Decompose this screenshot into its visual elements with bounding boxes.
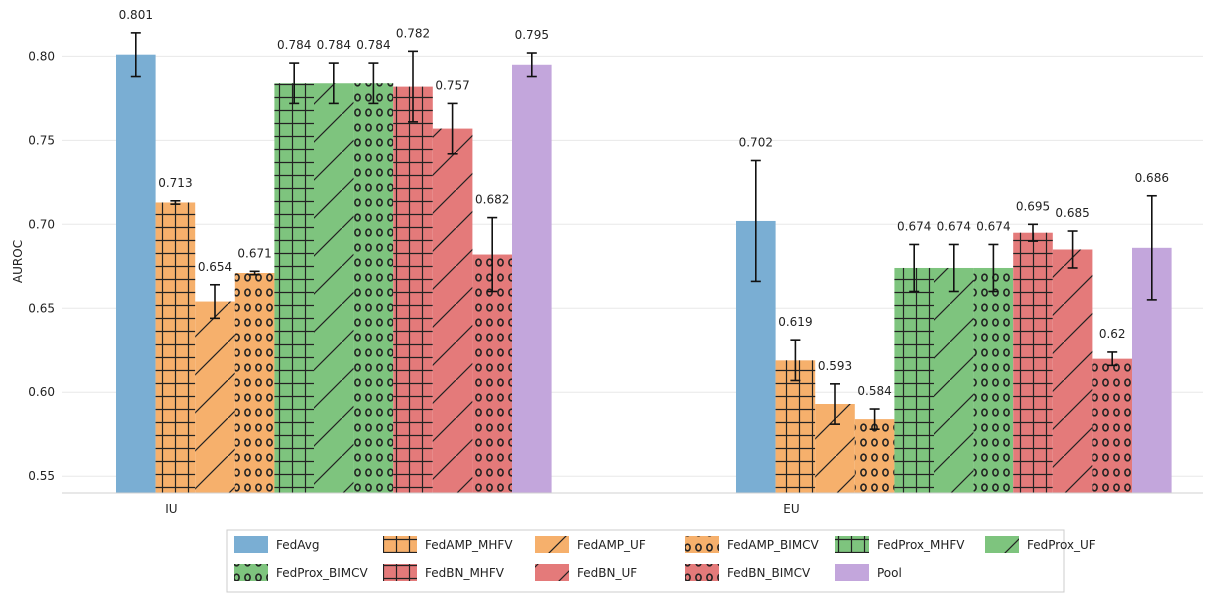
data-label: 0.674 bbox=[897, 219, 931, 233]
y-tick-label: 0.80 bbox=[28, 49, 55, 63]
bar-hatch bbox=[1092, 358, 1132, 493]
legend-label: FedBN_UF bbox=[577, 566, 637, 580]
bar bbox=[512, 64, 552, 493]
bar-hatch bbox=[934, 267, 974, 493]
legend-swatch-hatch bbox=[535, 536, 569, 553]
legend-swatch-hatch bbox=[985, 536, 1019, 553]
bar-hatch bbox=[973, 267, 1014, 493]
data-label: 0.782 bbox=[396, 26, 430, 40]
legend-swatch bbox=[234, 536, 268, 553]
data-label: 0.695 bbox=[1016, 199, 1050, 213]
legend-box bbox=[226, 529, 1065, 593]
data-label: 0.619 bbox=[778, 315, 812, 329]
x-tick-label: IU bbox=[165, 502, 177, 516]
bar-hatch bbox=[432, 128, 473, 493]
data-label: 0.801 bbox=[119, 8, 153, 22]
bar-hatch bbox=[195, 301, 235, 493]
legend-label: FedProx_UF bbox=[1027, 538, 1096, 552]
legend-swatch-hatch bbox=[835, 536, 869, 553]
y-tick-label: 0.70 bbox=[28, 217, 55, 231]
legend-label: FedBN_MHFV bbox=[425, 566, 505, 580]
data-label: 0.62 bbox=[1099, 327, 1126, 341]
bar-hatch bbox=[1052, 249, 1093, 493]
data-label: 0.713 bbox=[158, 176, 192, 190]
data-label: 0.671 bbox=[237, 246, 271, 260]
legend-label: Pool bbox=[877, 566, 902, 580]
y-tick-label: 0.75 bbox=[28, 133, 55, 147]
legend-swatch-hatch bbox=[383, 536, 417, 553]
legend-label: FedProx_MHFV bbox=[877, 538, 965, 552]
data-label: 0.682 bbox=[475, 193, 509, 207]
data-label: 0.784 bbox=[317, 38, 351, 52]
data-label: 0.686 bbox=[1135, 171, 1169, 185]
legend-swatch bbox=[835, 564, 869, 581]
legend-label: FedBN_BIMCV bbox=[727, 566, 811, 580]
y-tick-label: 0.65 bbox=[28, 301, 55, 315]
legend-swatch-hatch bbox=[685, 564, 719, 581]
bar-hatch bbox=[854, 419, 895, 493]
bar-hatch bbox=[1013, 232, 1053, 493]
data-label: 0.593 bbox=[818, 359, 852, 373]
bar-hatch bbox=[894, 267, 934, 493]
bar-hatch bbox=[472, 254, 512, 493]
data-label: 0.584 bbox=[857, 384, 891, 398]
bar-hatch bbox=[775, 360, 816, 493]
data-label: 0.702 bbox=[739, 135, 773, 149]
bar bbox=[116, 54, 156, 493]
bar-hatch bbox=[155, 202, 196, 493]
data-label: 0.757 bbox=[435, 78, 469, 92]
legend-label: FedAMP_MHFV bbox=[425, 538, 513, 552]
legend-label: FedAvg bbox=[276, 538, 319, 552]
bar-hatch bbox=[314, 83, 354, 493]
y-tick-label: 0.60 bbox=[28, 385, 55, 399]
y-tick-label: 0.55 bbox=[28, 469, 55, 483]
data-label: 0.784 bbox=[277, 38, 311, 52]
legend-swatch-hatch bbox=[535, 564, 569, 581]
legend-swatch-hatch bbox=[234, 564, 268, 581]
bar-hatch bbox=[353, 83, 394, 493]
legend-swatch-hatch bbox=[685, 536, 719, 553]
data-label: 0.674 bbox=[937, 219, 971, 233]
x-tick-label: EU bbox=[783, 502, 799, 516]
data-label: 0.784 bbox=[356, 38, 390, 52]
data-label: 0.674 bbox=[976, 219, 1010, 233]
bar-hatch bbox=[393, 86, 433, 493]
bar-hatch bbox=[234, 273, 275, 493]
y-axis-label: AUROC bbox=[11, 240, 25, 283]
data-label: 0.654 bbox=[198, 260, 232, 274]
legend-label: FedAMP_BIMCV bbox=[727, 538, 820, 552]
legend-label: FedAMP_UF bbox=[577, 538, 646, 552]
data-label: 0.795 bbox=[515, 28, 549, 42]
legend-label: FedProx_BIMCV bbox=[276, 566, 369, 580]
data-label: 0.685 bbox=[1055, 206, 1089, 220]
legend-swatch-hatch bbox=[383, 564, 417, 581]
bar-hatch bbox=[274, 83, 314, 493]
